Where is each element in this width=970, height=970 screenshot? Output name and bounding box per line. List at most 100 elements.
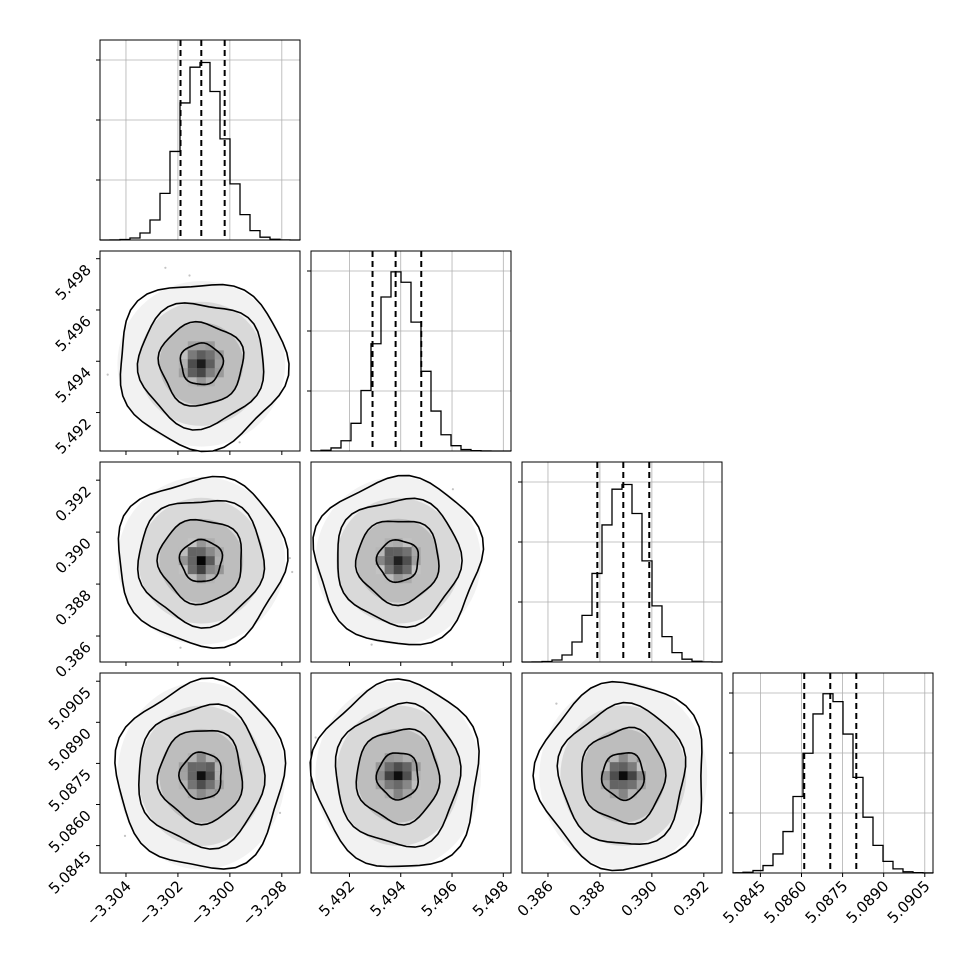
histogram: [732, 693, 934, 874]
panel-frame: [310, 250, 512, 452]
density-cell: [187, 574, 197, 584]
density-cell: [393, 565, 403, 575]
density-cell: [205, 368, 215, 378]
density-cell: [618, 780, 628, 790]
sample-point: [123, 834, 127, 838]
panel-frame: [99, 461, 301, 663]
panel-frame: [310, 461, 512, 663]
hist-panel-2: [307, 250, 512, 452]
density-cell: [205, 753, 215, 763]
contour-line: [600, 751, 646, 802]
contour-line: [157, 320, 245, 407]
density-cell: [393, 547, 403, 557]
contour-line: [312, 474, 485, 646]
density-cell: [384, 547, 394, 557]
density-cell: [178, 359, 188, 369]
density-cell: [600, 762, 610, 772]
y-tick-label: 5.496: [52, 312, 95, 355]
density-cell: [402, 762, 412, 772]
contour-line: [179, 342, 225, 386]
density-cell: [196, 377, 206, 387]
density-cell: [205, 377, 215, 387]
x-tick-label: 5.0875: [802, 877, 852, 927]
y-tick-label: 5.492: [52, 415, 95, 458]
density-cell: [402, 565, 412, 575]
sample-point: [451, 488, 454, 491]
density-cell: [384, 753, 394, 763]
contour-line: [355, 727, 441, 826]
x-tick-label: 5.498: [469, 877, 512, 920]
x-tick-label: −3.300: [187, 877, 239, 929]
density-cell: [205, 547, 215, 557]
density-cell: [205, 350, 215, 360]
panel-frame: [99, 672, 301, 874]
density-cell: [178, 762, 188, 772]
density-cell: [393, 538, 403, 548]
panel-frame: [732, 672, 934, 874]
y-tick-label: 5.0890: [45, 724, 95, 774]
density-cell: [375, 556, 385, 566]
x-tick-label: −3.298: [239, 877, 291, 929]
x-tick-label: 5.0890: [843, 877, 893, 927]
density-cell: [618, 762, 628, 772]
sample-point: [238, 441, 241, 444]
density-cell: [609, 789, 619, 799]
density-cell: [187, 771, 197, 781]
density-cell: [411, 556, 421, 566]
density-cell: [393, 771, 403, 781]
contour-line: [178, 538, 224, 583]
density-cell: [384, 771, 394, 781]
density-cell: [375, 771, 385, 781]
density-cell: [393, 780, 403, 790]
sample-point: [188, 274, 191, 277]
density-cell: [384, 574, 394, 584]
sample-point: [555, 702, 558, 705]
density-cell: [384, 556, 394, 566]
density-cell: [187, 368, 197, 378]
density-cell: [196, 771, 206, 781]
density-cell: [214, 359, 224, 369]
density-cell: [214, 547, 224, 557]
panel-frame: [99, 250, 301, 452]
x-tick-label: 0.392: [670, 877, 713, 920]
density-cell: [618, 789, 628, 799]
sample-point: [179, 646, 182, 649]
density-cell: [205, 574, 215, 584]
density-cell: [196, 341, 206, 351]
contour-line: [354, 520, 440, 607]
density-cell: [384, 538, 394, 548]
contour-line: [156, 729, 244, 826]
histogram: [521, 483, 723, 663]
density-cell: [187, 556, 197, 566]
density-cell: [636, 771, 646, 781]
density-cell: [402, 753, 412, 763]
panel-frame: [99, 39, 301, 241]
x-tick-label: 0.386: [514, 877, 557, 920]
density-cell: [627, 771, 637, 781]
density-cell: [178, 350, 188, 360]
density-cell: [187, 565, 197, 575]
panel-frame: [521, 461, 723, 663]
density-cell: [393, 556, 403, 566]
density-cell: [214, 556, 224, 566]
contour-line: [114, 677, 287, 870]
contour-line: [334, 701, 462, 848]
contour-line: [136, 302, 265, 431]
x-tick-label: 0.388: [566, 877, 609, 920]
density-cell: [384, 789, 394, 799]
density-cell: [196, 780, 206, 790]
x-tick-label: 5.0845: [719, 877, 769, 927]
panel-frame: [310, 672, 512, 874]
density-cell: [214, 780, 224, 790]
density-cell: [178, 556, 188, 566]
density-panel-1-4: [96, 672, 301, 877]
density-cell: [609, 753, 619, 763]
contour-line: [177, 751, 222, 801]
density-cell: [196, 762, 206, 772]
x-tick-label: −3.304: [83, 877, 135, 929]
density-cell: [187, 547, 197, 557]
y-tick-label: 5.0860: [45, 807, 95, 857]
density-cell: [187, 789, 197, 799]
density-cell: [205, 771, 215, 781]
